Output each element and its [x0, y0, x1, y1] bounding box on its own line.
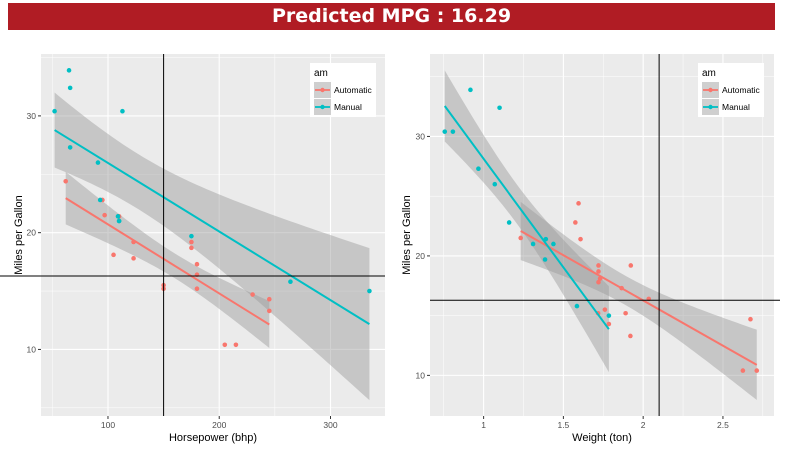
data-point-manual — [497, 105, 502, 111]
legend-label-automatic: Automatic — [722, 85, 761, 95]
data-point-manual — [468, 87, 473, 93]
legend-title: am — [314, 68, 328, 79]
y-axis-label: Miles per Gallon — [13, 195, 25, 274]
legend-label-automatic: Automatic — [334, 85, 373, 95]
fit-line-manual — [54, 129, 370, 325]
data-point-automatic — [189, 245, 194, 251]
x-axis-label: Weight (ton) — [572, 432, 632, 444]
y-tick-label: 30 — [416, 131, 426, 141]
data-point-manual — [115, 214, 121, 219]
data-point-manual — [66, 68, 72, 73]
data-point-automatic — [233, 342, 239, 348]
confidence-band-manual — [444, 70, 609, 373]
data-point-automatic — [63, 178, 68, 184]
x-tick-label: 2.5 — [717, 420, 729, 430]
data-point-manual — [95, 160, 101, 165]
y-tick-label: 30 — [27, 111, 37, 121]
legend-title: am — [702, 68, 716, 79]
data-point-automatic — [623, 310, 628, 316]
y-tick-label: 10 — [27, 344, 37, 354]
data-point-manual — [476, 166, 481, 171]
data-point-manual — [67, 145, 73, 150]
x-tick-label: 100 — [101, 420, 115, 430]
y-tick-label: 20 — [27, 228, 37, 238]
data-point-automatic — [111, 252, 116, 258]
data-point-automatic — [602, 307, 608, 312]
data-point-manual — [189, 233, 194, 239]
legend: am Automatic Manual — [698, 63, 764, 117]
data-point-automatic — [222, 342, 228, 348]
data-point-manual — [367, 288, 372, 294]
data-point-automatic — [628, 263, 634, 268]
confidence-band-manual — [54, 92, 370, 401]
data-point-manual — [116, 218, 122, 224]
horsepower-plot: 100 200 300 10 20 30 am Automatic Manual Horsepow… — [0, 54, 385, 444]
legend: am Automatic Manual — [310, 63, 376, 117]
weight-plot: 1 1.5 2 2.5 10 20 30 am Automatic Manual Weight (t… — [401, 54, 780, 444]
fit-line-automatic — [520, 230, 758, 366]
data-point-automatic — [250, 292, 255, 297]
x-tick-label: 300 — [323, 420, 337, 430]
legend-label-manual: Manual — [334, 102, 362, 112]
x-tick-label: 2 — [641, 420, 646, 430]
data-point-automatic — [596, 269, 601, 274]
data-point-automatic — [596, 263, 601, 268]
data-point-automatic — [194, 261, 200, 267]
data-point-manual — [542, 257, 548, 262]
data-point-manual — [97, 197, 103, 203]
data-point-automatic — [576, 201, 581, 206]
y-axis-label: Miles per Gallon — [401, 195, 413, 274]
y-tick-label: 10 — [416, 370, 426, 380]
predicted-mpg-title: Predicted MPG : 16.29 — [8, 3, 775, 30]
legend-key-point — [320, 104, 325, 110]
data-point-manual — [574, 303, 580, 309]
data-point-automatic — [102, 212, 107, 218]
data-point-automatic — [596, 279, 601, 285]
data-point-automatic — [266, 296, 272, 302]
data-point-manual — [450, 129, 456, 134]
data-point-manual — [67, 85, 73, 91]
data-point-automatic — [606, 321, 612, 327]
legend-key-point — [708, 87, 713, 93]
data-point-automatic — [754, 368, 760, 373]
legend-label-manual: Manual — [722, 102, 750, 112]
data-point-manual — [530, 241, 536, 247]
data-point-automatic — [740, 368, 746, 373]
data-point-automatic — [748, 316, 753, 322]
data-point-manual — [551, 241, 556, 247]
x-tick-label: 200 — [212, 420, 226, 430]
x-axis-label: Horsepower (bhp) — [169, 432, 257, 444]
data-point-manual — [288, 279, 293, 285]
data-point-manual — [606, 313, 612, 318]
x-tick-label: 1.5 — [557, 420, 569, 430]
data-point-automatic — [189, 239, 194, 245]
confidence-band-automatic — [520, 201, 757, 401]
fit-line-manual — [443, 105, 610, 330]
x-tick-label: 1 — [481, 420, 486, 430]
data-point-automatic — [266, 308, 272, 314]
data-point-manual — [52, 108, 57, 114]
data-point-automatic — [131, 256, 136, 261]
legend-key-point — [708, 104, 713, 110]
data-point-automatic — [578, 236, 583, 242]
data-point-automatic — [194, 286, 200, 292]
data-point-manual — [442, 129, 448, 134]
y-tick-label: 20 — [416, 251, 426, 261]
data-point-automatic — [573, 220, 578, 225]
data-point-automatic — [518, 235, 524, 241]
data-point-manual — [506, 220, 512, 225]
data-point-manual — [120, 108, 125, 114]
legend-key-point — [320, 87, 325, 93]
fit-line-automatic — [65, 197, 270, 326]
data-point-automatic — [628, 333, 633, 339]
data-point-manual — [492, 181, 498, 187]
